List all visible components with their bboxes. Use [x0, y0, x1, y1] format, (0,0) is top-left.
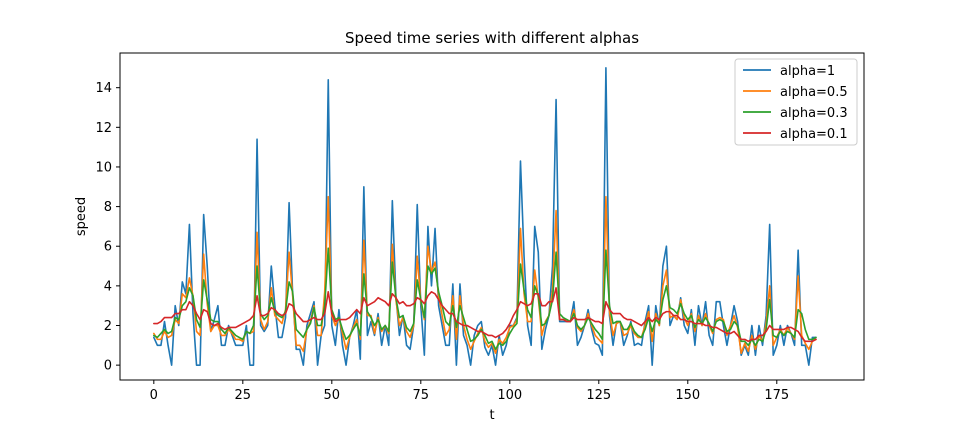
y-tick-label: 10 [95, 160, 112, 175]
chart-title: Speed time series with different alphas [345, 29, 639, 47]
x-axis: 0 25 50 75 100 125 150 175 [150, 380, 789, 403]
x-tick-label: 0 [150, 388, 158, 403]
x-tick-label: 125 [586, 388, 611, 403]
legend-label: alpha=0.3 [780, 106, 848, 121]
x-tick-label: 100 [497, 388, 522, 403]
x-axis-label: t [489, 408, 494, 423]
series-line-1 [153, 67, 817, 366]
series-line-4 [153, 287, 817, 343]
y-tick-label: 14 [95, 81, 112, 96]
y-tick-label: 6 [104, 240, 112, 255]
y-axis: 0 2 4 6 8 10 12 14 [95, 81, 120, 374]
y-tick-label: 8 [104, 200, 112, 215]
plot-lines [153, 67, 817, 366]
legend-label: alpha=0.1 [780, 127, 848, 142]
legend: alpha=1 alpha=0.5 alpha=0.3 alpha=0.1 [734, 58, 858, 146]
y-tick-label: 0 [104, 359, 112, 374]
series-line-3 [153, 247, 817, 351]
x-tick-label: 150 [675, 388, 700, 403]
legend-box [734, 58, 858, 146]
x-tick-label: 175 [764, 388, 789, 403]
series-line-2 [153, 195, 817, 355]
y-tick-label: 2 [104, 319, 112, 334]
x-tick-label: 25 [235, 388, 252, 403]
legend-label: alpha=1 [780, 64, 835, 79]
y-tick-label: 12 [95, 121, 112, 136]
x-tick-label: 50 [324, 388, 341, 403]
plot-frame [119, 52, 865, 381]
y-tick-label: 4 [104, 279, 112, 294]
x-tick-label: 75 [413, 388, 430, 403]
legend-label: alpha=0.5 [780, 85, 848, 100]
y-axis-label: speed [74, 197, 89, 236]
